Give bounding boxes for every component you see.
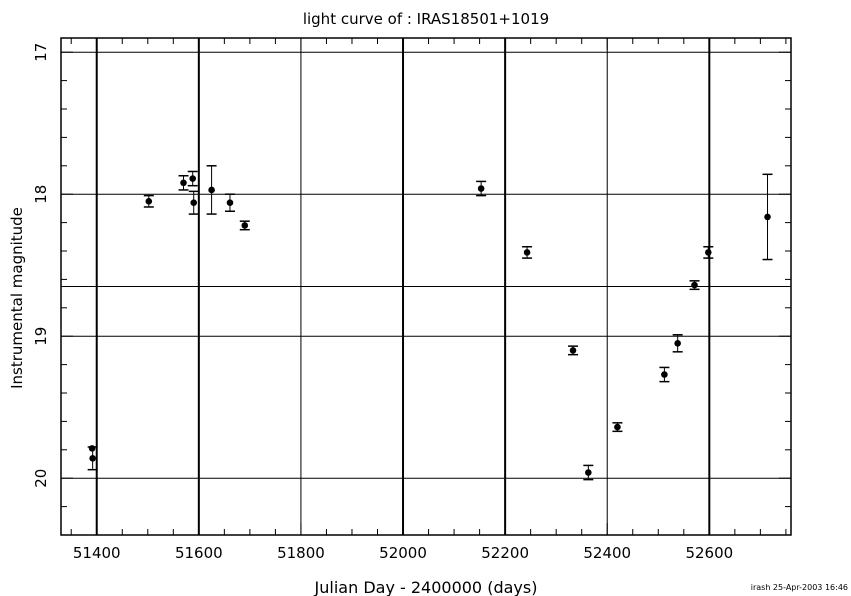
y-tick-label: 20 [32, 469, 50, 488]
data-point [523, 249, 531, 256]
y-tick-label: 18 [32, 185, 50, 204]
data-point [190, 199, 198, 207]
x-tick-labels: 51400 51600 51800 52000 52200 52400 52600 [73, 544, 733, 562]
data-point [226, 199, 234, 207]
data-point [180, 179, 187, 187]
x-tick-label: 52600 [685, 544, 733, 562]
data-point [674, 340, 681, 347]
x-tick-label: 52200 [481, 544, 529, 562]
x-tick-label: 52400 [583, 544, 631, 562]
data-point [145, 198, 153, 205]
data-point [691, 281, 698, 289]
data-point [705, 249, 712, 256]
data-point [477, 185, 485, 192]
data-point [569, 347, 577, 354]
chart-title: light curve of : IRAS18501+1019 [303, 10, 549, 28]
plot-frame [60, 37, 792, 536]
data-point [764, 213, 771, 221]
grid-lines [61, 38, 791, 535]
x-axis-label: Julian Day - 2400000 (days) [314, 578, 538, 596]
data-point [89, 455, 96, 462]
y-axis-label: Instrumental magnitude [8, 207, 26, 389]
data-point [585, 469, 592, 476]
y-tick-label: 17 [32, 43, 50, 62]
data-point [88, 445, 96, 452]
data-point [241, 222, 249, 229]
x-tick-label: 51800 [277, 544, 325, 562]
data-point [614, 423, 621, 431]
x-tick-label: 51400 [73, 544, 121, 562]
x-tick-label: 51600 [175, 544, 223, 562]
y-tick-labels: 17 18 19 20 [32, 43, 50, 488]
footer-stamp: irash 25-Apr-2003 16:46 [751, 583, 848, 592]
axis-ticks [61, 38, 791, 535]
y-tick-label: 19 [32, 327, 50, 346]
x-tick-label: 52000 [379, 544, 427, 562]
data-point [661, 371, 668, 378]
data-point [208, 186, 215, 194]
data-point [189, 175, 197, 182]
data-points [87, 165, 773, 481]
